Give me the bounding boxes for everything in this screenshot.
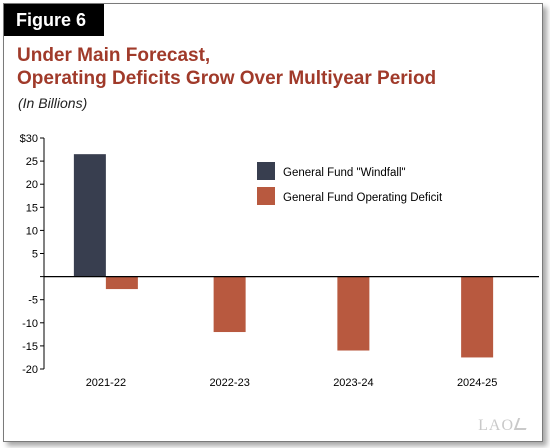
y-tick-label: 25 [26,156,38,168]
bar-chart: $30 25 20 15 10 5 -5 -10 -15 -20 2021-22 2022-23 202… [20,133,539,389]
y-tick-label: -20 [22,364,38,376]
y-tick-label: 15 [26,202,38,214]
lao-logo-icon [513,418,531,430]
bar-deficit [461,276,494,358]
lao-watermark-text: LAO [478,417,514,434]
x-tick-label: 2023-24 [333,377,373,389]
chart-title-line-1: Under Main Forecast, [17,45,211,66]
y-tick-label: 5 [32,249,38,261]
bar-deficit [213,276,246,333]
figure-frame: Figure 6 Under Main Forecast, Operating … [3,3,543,442]
x-tick-label: 2022-23 [209,377,249,389]
bar-deficit [105,276,138,290]
bar-deficit [337,276,370,351]
legend-label: General Fund "Windfall" [283,167,406,179]
chart-title-line-2: Operating Deficits Grow Over Multiyear P… [17,68,437,89]
y-tick-label: -15 [22,341,38,353]
x-tick-label: 2021-22 [86,377,126,389]
chart-title: Under Main Forecast, Operating Deficits … [17,44,436,90]
legend-label: General Fund Operating Deficit [283,192,443,204]
y-tick-label: 20 [26,179,38,191]
y-tick-label: -5 [28,295,38,307]
chart-subtitle: (In Billions) [18,95,88,111]
lao-watermark: LAO [478,417,531,435]
x-tick-label: 2024-25 [457,377,497,389]
legend-swatch [257,162,275,180]
y-tick-label: -10 [22,318,38,330]
legend-swatch [257,187,275,205]
figure-label: Figure 6 [4,4,104,36]
y-tick-label: $30 [20,133,38,145]
y-tick-label: 10 [26,225,38,237]
bar-windfall [73,154,106,277]
